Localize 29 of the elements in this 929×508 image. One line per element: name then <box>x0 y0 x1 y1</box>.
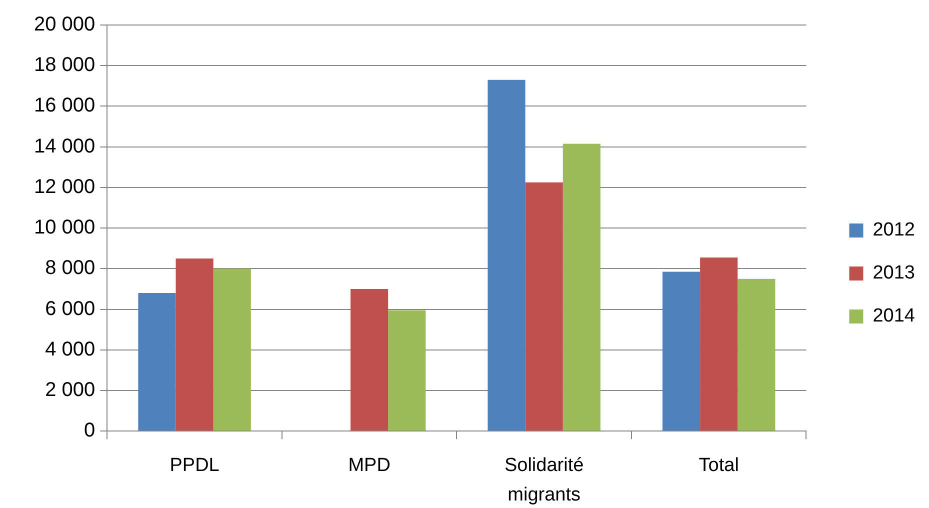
y-tick-label: 10 000 <box>34 216 96 239</box>
y-tick-label: 12 000 <box>34 176 96 198</box>
bar <box>700 257 738 431</box>
legend-label: 2012 <box>872 220 916 241</box>
x-tick-label: MPD <box>348 455 390 476</box>
y-tick-label: 8 000 <box>45 257 96 280</box>
legend-label: 2013 <box>872 262 916 284</box>
y-tick-label: 14 000 <box>34 135 96 158</box>
y-tick-label: 20 000 <box>34 14 96 36</box>
bar <box>388 310 426 431</box>
y-tick-label: 0 <box>84 420 96 442</box>
y-tick-label: 4 000 <box>45 338 96 360</box>
bar <box>350 288 388 431</box>
bar <box>488 80 526 431</box>
bar <box>662 272 700 431</box>
y-tick-label: 6 000 <box>45 298 96 320</box>
x-tick-label: Solidarité migrants <box>504 455 584 506</box>
bar <box>562 144 600 431</box>
bar <box>213 268 251 431</box>
x-tick-label: Total <box>698 455 739 476</box>
bar <box>176 258 214 431</box>
x-tick-label: PPDL <box>170 455 220 476</box>
y-tick-label: 18 000 <box>34 54 96 76</box>
y-tick-label: 16 000 <box>34 94 96 117</box>
bar <box>525 182 563 431</box>
bar <box>138 293 176 431</box>
legend-label: 2014 <box>872 306 916 327</box>
bar <box>738 278 776 431</box>
y-tick-label: 2 000 <box>45 379 96 402</box>
